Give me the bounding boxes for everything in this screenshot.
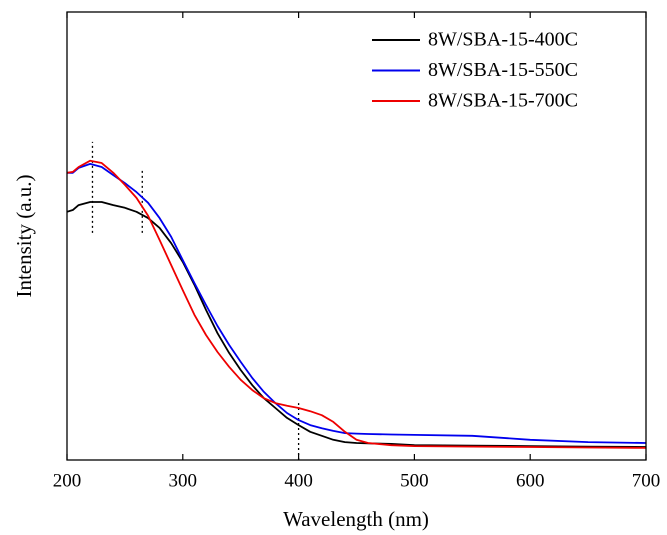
x-tick-label: 200 bbox=[53, 470, 82, 491]
x-axis-title: Wavelength (nm) bbox=[283, 507, 429, 531]
series-line bbox=[66, 159, 647, 449]
x-tick-label: 700 bbox=[632, 470, 661, 491]
x-tick-label: 500 bbox=[400, 470, 429, 491]
x-tick-label: 600 bbox=[516, 470, 545, 491]
legend-label: 8W/SBA-15-550C bbox=[428, 59, 578, 81]
x-tick-label: 300 bbox=[169, 470, 198, 491]
legend-label: 8W/SBA-15-400C bbox=[428, 29, 578, 51]
plot-frame bbox=[66, 11, 647, 461]
y-axis-title: Intensity (a.u.) bbox=[12, 174, 36, 297]
x-tick-label: 400 bbox=[284, 470, 313, 491]
series-line bbox=[66, 201, 647, 448]
series-line bbox=[67, 163, 647, 444]
legend-label: 8W/SBA-15-700C bbox=[428, 90, 578, 112]
